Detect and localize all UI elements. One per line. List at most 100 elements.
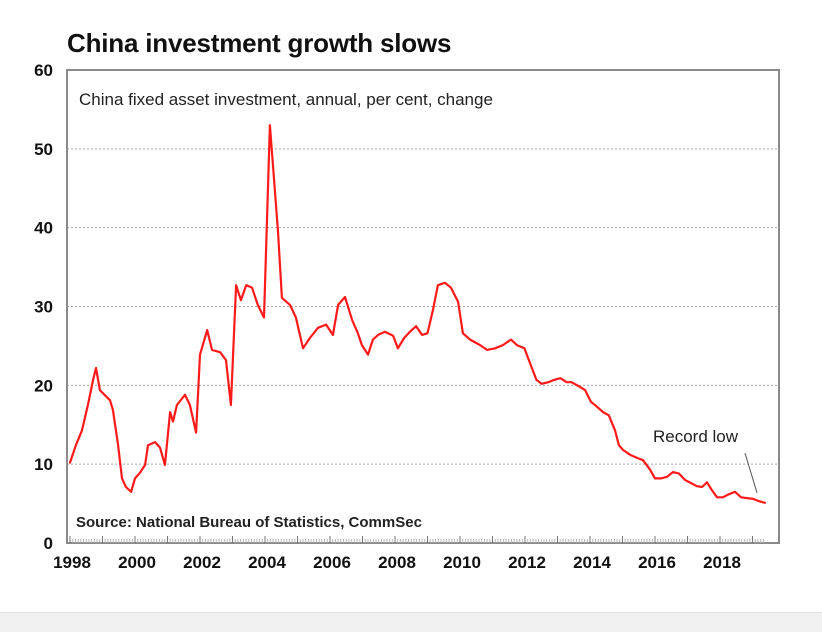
- data-point: [711, 489, 713, 491]
- data-point: [302, 347, 304, 349]
- data-point: [337, 304, 339, 306]
- y-tick-label: 60: [34, 61, 53, 80]
- data-point: [728, 493, 730, 495]
- data-point: [403, 337, 405, 339]
- data-point: [764, 502, 766, 504]
- data-point: [450, 287, 452, 289]
- annotation-leader-line: [744, 452, 758, 493]
- data-point: [409, 331, 411, 333]
- data-point: [566, 381, 568, 383]
- x-tick-label: 2006: [313, 553, 351, 572]
- data-point: [642, 459, 644, 461]
- data-point: [112, 409, 114, 411]
- x-tick-label: 2004: [248, 553, 286, 572]
- plot-frame: [66, 69, 780, 544]
- data-point: [195, 432, 197, 434]
- data-point: [494, 347, 496, 349]
- y-tick-label: 50: [34, 140, 53, 159]
- data-point: [154, 441, 156, 443]
- data-point: [486, 349, 488, 351]
- x-tick-label: 2014: [573, 553, 611, 572]
- data-point: [559, 377, 561, 379]
- data-point: [523, 347, 525, 349]
- data-point: [277, 231, 279, 233]
- data-point: [535, 379, 537, 381]
- window-bottom-bar: [0, 612, 822, 632]
- data-point: [263, 317, 265, 319]
- data-point: [758, 500, 760, 502]
- x-tick-label: 2012: [508, 553, 546, 572]
- data-point: [147, 444, 149, 446]
- data-point: [377, 334, 379, 336]
- data-point: [531, 369, 533, 371]
- data-point: [95, 367, 97, 369]
- data-point: [746, 497, 748, 499]
- data-point: [397, 347, 399, 349]
- data-point: [622, 449, 624, 451]
- data-point: [125, 486, 127, 488]
- data-point: [696, 485, 698, 487]
- x-tick-label: 2018: [703, 553, 741, 572]
- data-point: [595, 405, 597, 407]
- data-point: [590, 401, 592, 403]
- data-point: [139, 472, 141, 474]
- data-point: [629, 454, 631, 456]
- data-point: [415, 325, 417, 327]
- data-point: [81, 429, 83, 431]
- data-points: [69, 124, 766, 504]
- gridlines: [67, 148, 779, 465]
- data-point: [225, 359, 227, 361]
- data-point: [541, 383, 543, 385]
- data-point: [117, 444, 119, 446]
- data-point: [130, 491, 132, 493]
- x-minor-ticks: [69, 536, 764, 543]
- data-point: [211, 349, 213, 351]
- data-point: [684, 479, 686, 481]
- data-point: [295, 317, 297, 319]
- data-point: [608, 414, 610, 416]
- y-tick-labels: 0 10 20 30 40 50 60: [34, 61, 53, 553]
- data-point: [109, 399, 111, 401]
- data-point: [553, 379, 555, 381]
- data-point: [734, 491, 736, 493]
- data-point: [245, 284, 247, 286]
- annotation-record-low: Record low: [653, 427, 739, 446]
- data-point: [384, 331, 386, 333]
- data-point: [357, 332, 359, 334]
- data-point: [159, 447, 161, 449]
- data-point: [678, 473, 680, 475]
- data-point: [614, 429, 616, 431]
- data-point: [367, 354, 369, 356]
- data-point: [636, 457, 638, 459]
- data-point: [654, 477, 656, 479]
- data-point: [325, 324, 327, 326]
- data-point: [510, 339, 512, 341]
- data-point: [289, 304, 291, 306]
- data-point: [344, 296, 346, 298]
- x-tick-label: 2000: [118, 553, 156, 572]
- data-point: [421, 334, 423, 336]
- y-tick-label: 0: [44, 534, 53, 553]
- chart-title: China investment growth slows: [67, 28, 452, 58]
- data-point: [164, 464, 166, 466]
- x-tick-label: 1998: [53, 553, 91, 572]
- data-point: [618, 444, 620, 446]
- data-point: [392, 335, 394, 337]
- data-point: [666, 476, 668, 478]
- data-point: [672, 471, 674, 473]
- data-point: [427, 332, 429, 334]
- data-point: [184, 394, 186, 396]
- y-tick-label: 30: [34, 298, 53, 317]
- data-point: [690, 482, 692, 484]
- data-point: [281, 297, 283, 299]
- data-point: [462, 332, 464, 334]
- y-tick-label: 10: [34, 455, 53, 474]
- y-tick-label: 40: [34, 219, 53, 238]
- data-point: [649, 469, 651, 471]
- data-point: [240, 299, 242, 301]
- x-tick-labels: 1998 2000 2002 2004 2006 2008 2010 2012 2014 2016…: [53, 553, 741, 572]
- data-point: [479, 344, 481, 346]
- source-note: Source: National Bureau of Statistics, C…: [76, 514, 422, 531]
- data-point: [75, 444, 77, 446]
- data-point: [69, 462, 71, 464]
